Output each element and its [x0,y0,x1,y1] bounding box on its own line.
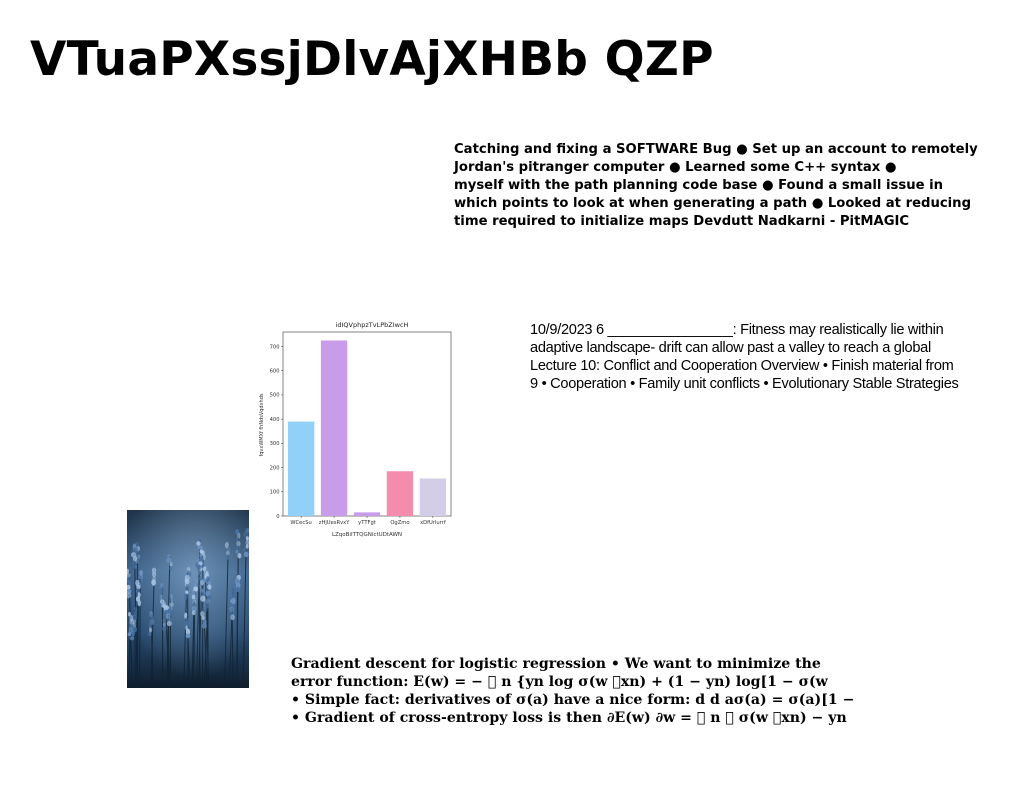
text-line: myself with the path planning code base … [454,178,944,193]
text-line: Catching and fixing a SOFTWARE Bug ● Set… [454,142,978,157]
y-tick-label: 700 [270,344,280,350]
text-line: • Gradient of cross-entropy loss is then… [291,710,847,726]
text-line: Jordan's pitranger computer ● Learned so… [454,160,897,175]
y-tick-label: 600 [270,369,280,375]
lavender-field-photo [127,510,249,688]
y-tick-label: 400 [270,417,280,423]
bar-zHjUesRvxY [320,340,348,516]
y-axis: 0 100 200 300 400 500 600 700 [270,344,283,520]
x-tick-label: zHjUesRvxY [319,520,351,526]
y-tick-label: 200 [270,465,280,471]
y-tick-label: 0 [276,514,279,520]
fitness-lecture-text-block: 10/9/2023 6 ________________: Fitness ma… [530,321,959,393]
x-tick-label: WCecSu [290,520,311,526]
bar-yTTFgt [353,512,381,516]
text-line: Lecture 10: Conflict and Cooperation Ove… [530,358,954,374]
bar-chart: idIQVphpzTvLPbZIwcH 0 100 200 300 400 500 600 7… [255,315,455,540]
software-bug-text-block: Catching and fixing a SOFTWARE Bug ● Set… [454,141,978,231]
y-axis-label: fqvxWMXf fhNdsVqdxhds [259,393,265,456]
text-line: • Simple fact: derivatives of σ(a) have … [291,692,855,708]
bars-group [287,340,447,516]
x-tick-label: xDfUrlurrf [420,520,446,526]
text-line: time required to initialize maps Devdutt… [454,214,910,229]
y-tick-label: 100 [270,490,280,496]
x-axis: WCecSu zHjUesRvxY yTTFgt OgZmo xDfUrlurrf [290,516,446,526]
bar-OgZmo [386,471,414,516]
bar-chart-svg: idIQVphpzTvLPbZIwcH 0 100 200 300 400 500 600 7… [259,321,452,538]
x-tick-label: yTTFgt [358,520,376,526]
gradient-descent-text-block: Gradient descent for logistic regression… [291,655,854,727]
bar-WCecSu [287,421,315,516]
chart-title: idIQVphpzTvLPbZIwcH [336,321,409,329]
text-line: Gradient descent for logistic regression… [291,656,821,672]
text-line: error function: E(w) = − ￿ n {yn log σ(w… [291,674,828,690]
text-line: 10/9/2023 6 ________________: Fitness ma… [530,322,944,338]
text-line: 9 • Cooperation • Family unit conflicts … [530,376,959,392]
text-line: which points to look at when generating … [454,196,972,211]
x-tick-label: OgZmo [390,520,409,526]
y-tick-label: 300 [270,441,280,447]
page-title: VTuaPXssjDlvAjXHBb QZP [30,32,714,87]
bar-xDfUrlurrf [419,478,447,516]
y-tick-label: 500 [270,393,280,399]
text-line: adaptive landscape- drift can allow past… [530,340,931,356]
x-axis-label: LZqoBiITTQGNictUDtAWN [332,532,402,538]
